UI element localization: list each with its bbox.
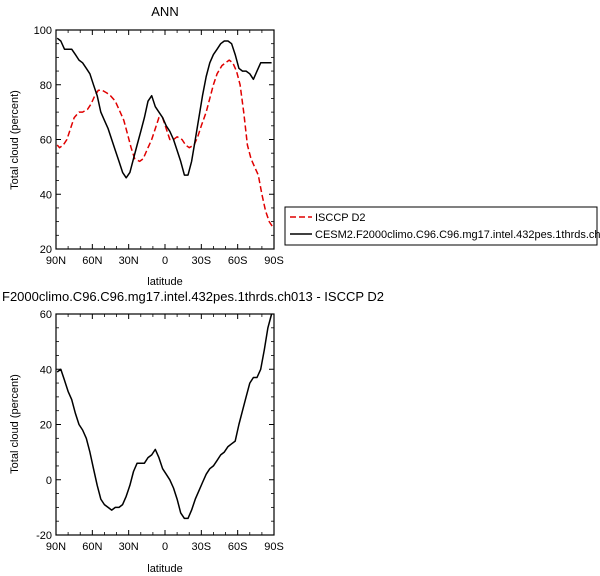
bottom-x-tick-label: 60S [228, 541, 248, 553]
bottom-x-tick-label: 90N [46, 541, 66, 553]
bottom-series-line-difference [56, 313, 273, 520]
bottom-x-tick-label: 30S [192, 541, 212, 553]
legend-label-isccp: ISCCP D2 [315, 212, 366, 224]
bottom-plot-ticks [55, 313, 275, 536]
bottom-x-tick-label: 30N [119, 541, 139, 553]
bottom-y-tick-label: 40 [40, 364, 52, 376]
top-series-line-isccp [56, 59, 274, 228]
top-x-tick-label: 30N [119, 255, 139, 267]
top-y-tick-label: 80 [40, 80, 52, 92]
bottom-y-tick-label: 60 [40, 309, 52, 321]
top-x-tick-label: 60N [82, 255, 102, 267]
top-plot-frame [55, 29, 275, 250]
top-y-tick-label: 20 [40, 244, 52, 256]
top-x-tick-label: 30S [192, 255, 212, 267]
bottom-y-tick-label: -20 [36, 530, 52, 542]
top-y-tick-label: 40 [40, 189, 52, 201]
bottom-y-tick-label: 0 [46, 475, 52, 487]
legend-label-cesm: CESM2.F2000climo.C96.C96.mg17.intel.432p… [315, 229, 600, 241]
bottom-x-tick-label: 60N [82, 541, 102, 553]
bottom-x-tick-label: 90S [264, 541, 284, 553]
top-plot: ANN 90N 60N 30N 0 30S 60S 90S 20 40 60 80 100 lati… [9, 4, 284, 288]
bottom-x-tick-labels: 90N 60N 30N 0 30S 60S 90S [46, 541, 284, 553]
bottom-x-axis-title: latitude [147, 563, 182, 575]
top-x-tick-labels: 90N 60N 30N 0 30S 60S 90S [46, 255, 284, 267]
bottom-plot-title: F2000climo.C96.C96.mg17.intel.432pes.1th… [2, 289, 384, 304]
bottom-x-tick-label: 0 [162, 541, 168, 553]
bottom-y-tick-label: 20 [40, 420, 52, 432]
legend-box [284, 206, 598, 246]
top-y-tick-label: 60 [40, 135, 52, 147]
bottom-plot-frame [55, 313, 275, 536]
bottom-y-tick-labels: -20 0 20 40 60 [36, 309, 52, 542]
top-x-axis-title: latitude [147, 276, 182, 288]
legend: ISCCP D2 CESM2.F2000climo.C96.C96.mg17.i… [284, 206, 600, 246]
bottom-plot: F2000climo.C96.C96.mg17.intel.432pes.1th… [2, 289, 384, 575]
top-y-tick-labels: 20 40 60 80 100 [34, 25, 52, 256]
top-x-tick-label: 60S [228, 255, 248, 267]
bottom-y-axis-title: Total cloud (percent) [9, 374, 21, 474]
top-x-tick-label: 90S [264, 255, 284, 267]
top-x-tick-label: 90N [46, 255, 66, 267]
top-y-axis-title: Total cloud (percent) [9, 90, 21, 190]
top-plot-title: ANN [151, 4, 178, 19]
bottom-plot-series [56, 313, 273, 520]
top-x-tick-label: 0 [162, 255, 168, 267]
top-plot-ticks [55, 29, 275, 250]
top-plot-series [56, 37, 274, 228]
top-y-tick-label: 100 [34, 25, 52, 37]
top-series-line-cesm [56, 37, 272, 179]
